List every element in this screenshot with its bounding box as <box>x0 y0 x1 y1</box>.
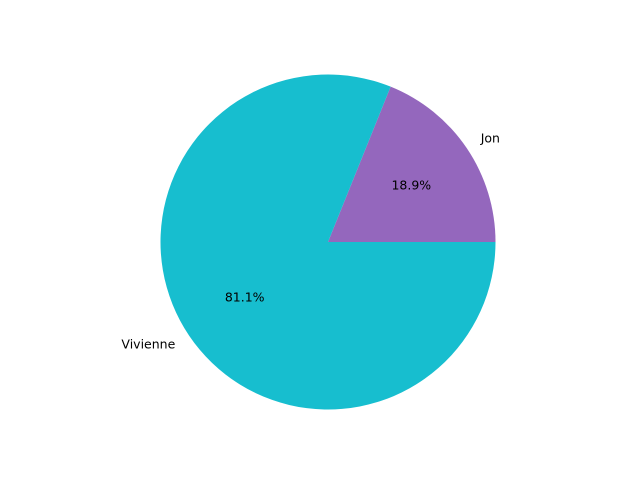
pie-slice-vivienne <box>160 74 496 410</box>
slice-label-jon: Jon <box>480 130 500 145</box>
slice-label-vivienne: Vivienne <box>121 337 175 352</box>
pie-labels: Jon 18.9% Vivienne 81.1% <box>121 130 500 351</box>
slice-percent-jon: 18.9% <box>391 177 431 192</box>
pie-slices <box>160 74 496 410</box>
pie-slice-jon <box>328 86 496 242</box>
slice-percent-vivienne: 81.1% <box>225 290 265 305</box>
